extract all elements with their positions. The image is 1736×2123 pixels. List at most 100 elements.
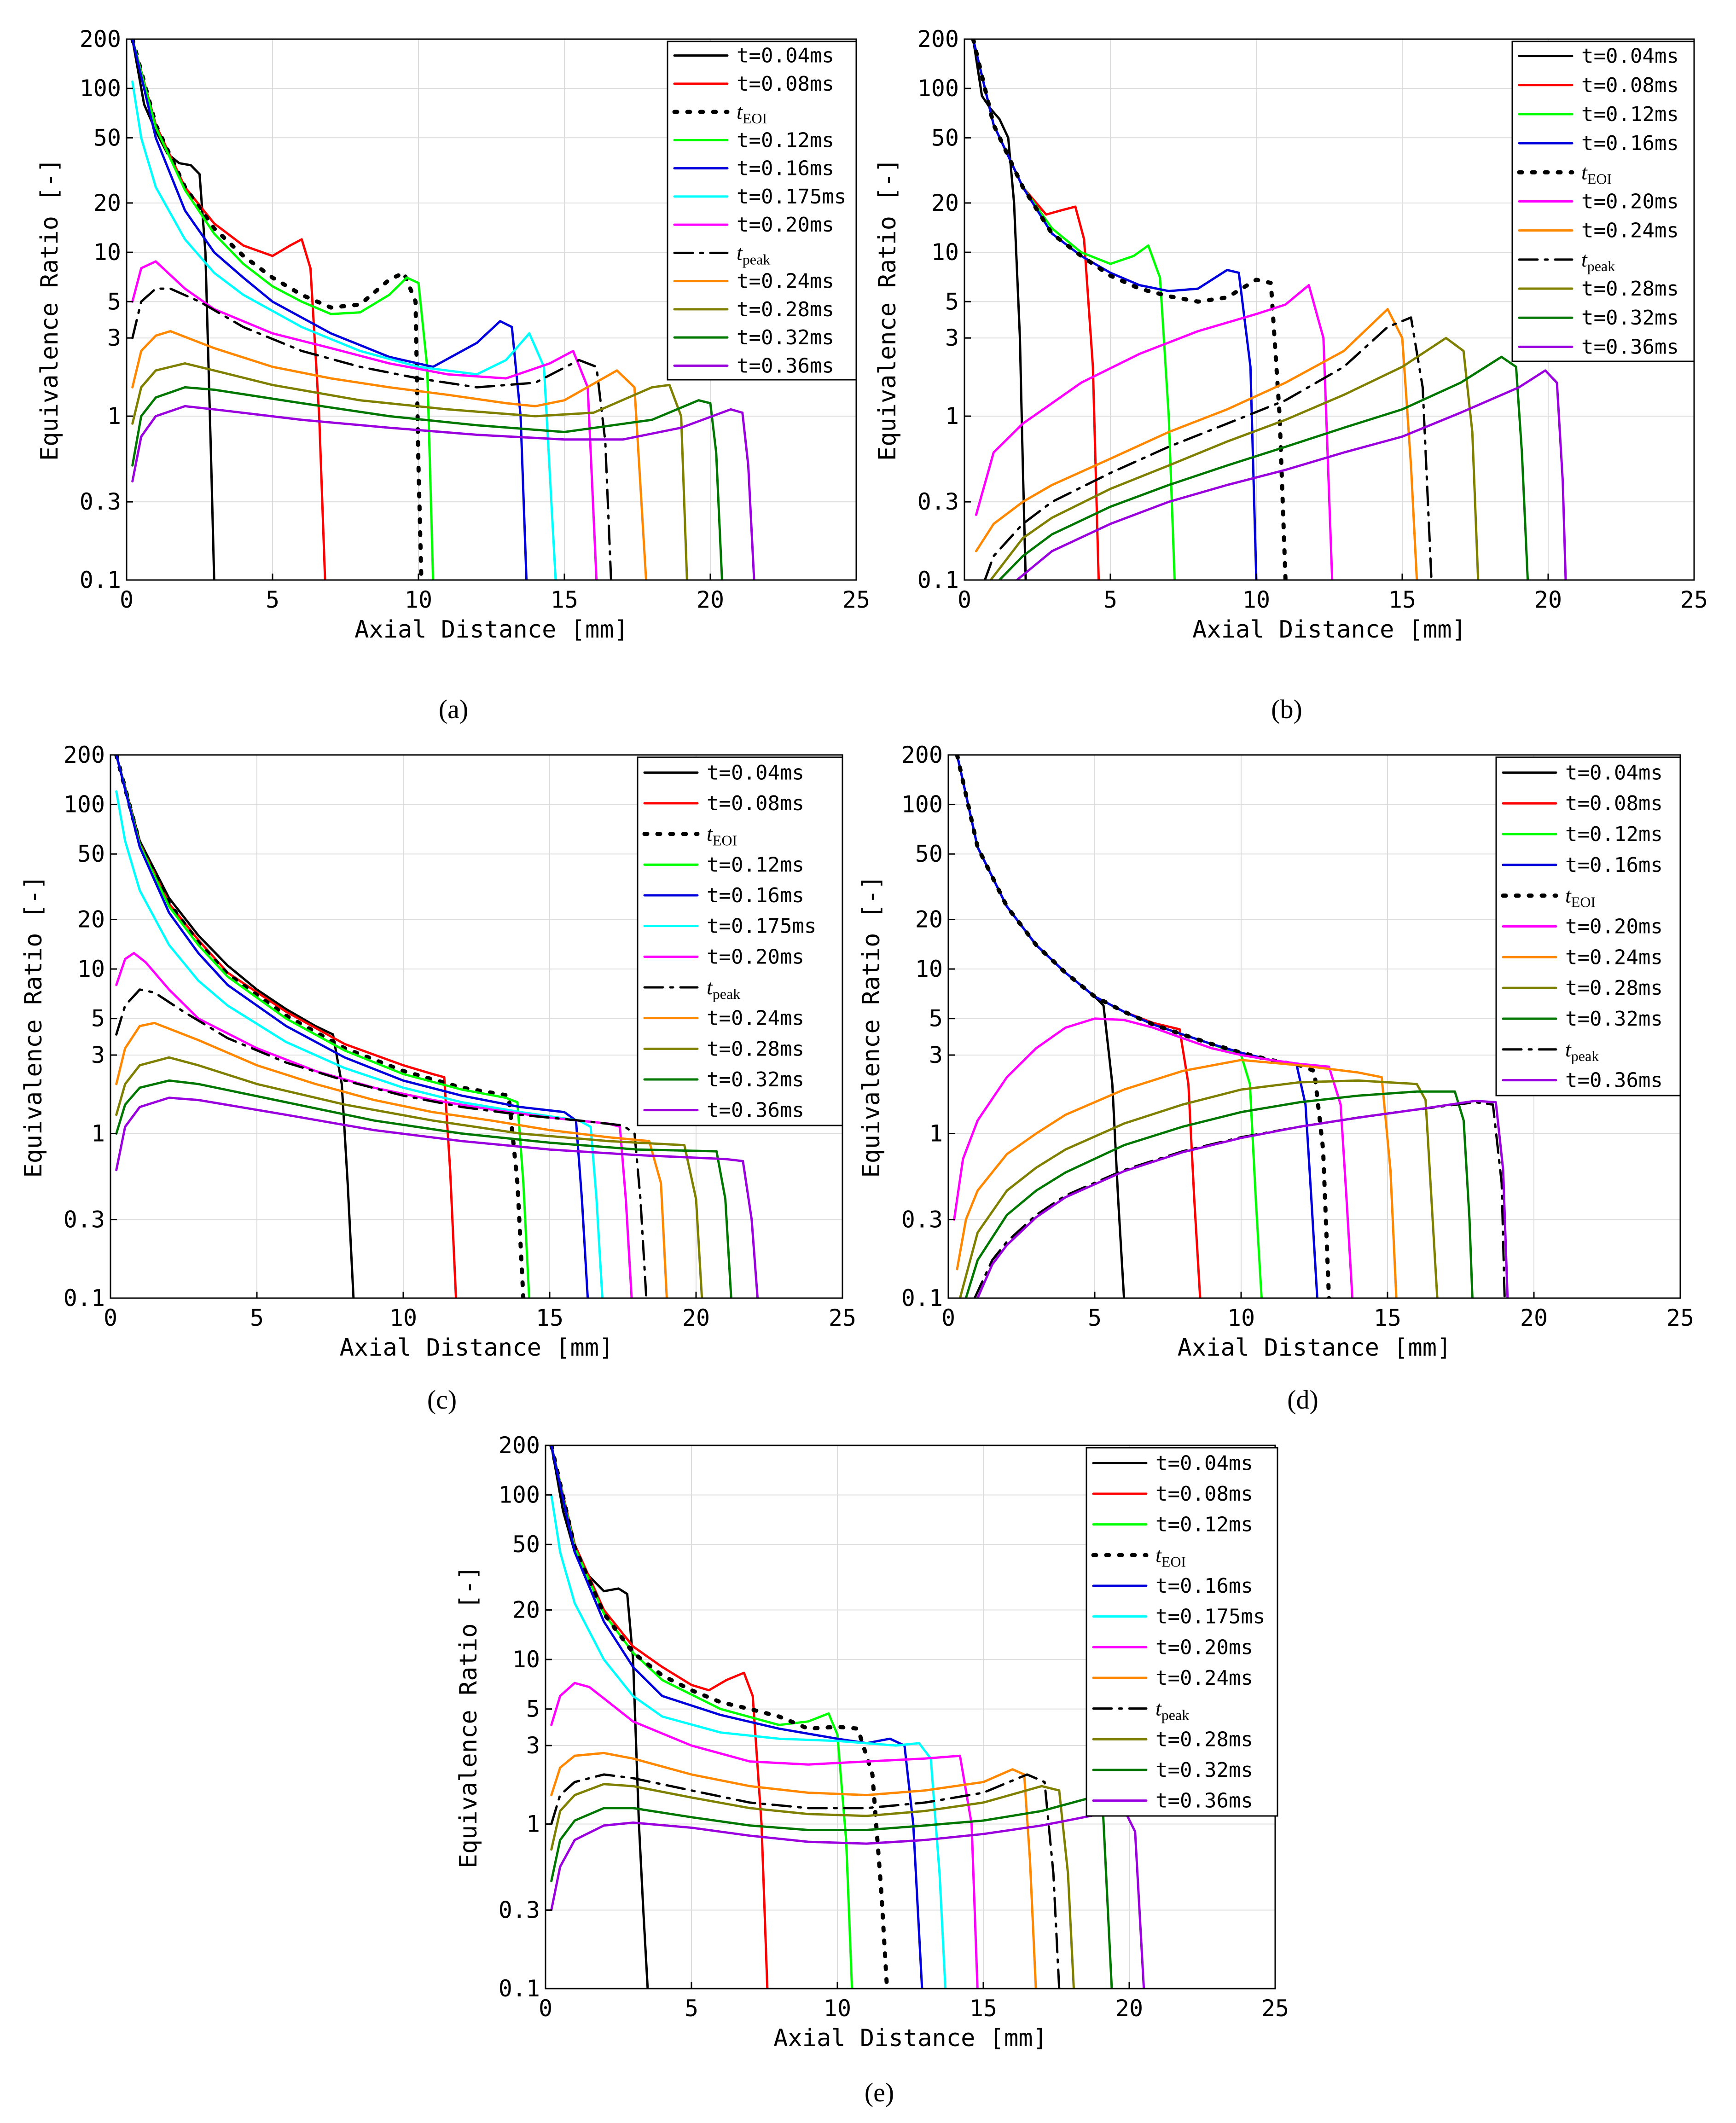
legend-label-t020: t=0.20ms xyxy=(737,213,834,237)
legend-label-t020: t=0.20ms xyxy=(1581,190,1679,214)
chart-panel-1: 0 5 10 15 20 25 0.1 0.3 1 3 5 10 20 50 100 200 Axial Dis… xyxy=(36,26,870,724)
series-line-t024 xyxy=(115,1021,668,1298)
y-tick-label: 3 xyxy=(929,1042,943,1068)
legend-label-t0175: t=0.175ms xyxy=(737,185,846,209)
y-tick-label: 1 xyxy=(945,403,959,429)
series-line-t028 xyxy=(131,362,688,580)
panel-caption: (b) xyxy=(1271,694,1302,724)
y-tick-label: 0.1 xyxy=(80,567,121,593)
x-tick-label: 0 xyxy=(120,586,134,613)
y-tick-label: 20 xyxy=(77,906,105,933)
x-tick-label: 10 xyxy=(405,586,432,613)
y-tick-label: 200 xyxy=(499,1432,540,1459)
y-tick-label: 200 xyxy=(901,742,943,768)
legend-label-t028: t=0.28ms xyxy=(1155,1728,1253,1751)
y-tick-label: 0.3 xyxy=(901,1206,943,1233)
legend-label-t0175: t=0.175ms xyxy=(1155,1605,1265,1629)
y-tick-label: 10 xyxy=(93,239,121,266)
legend-label-t024: t=0.24ms xyxy=(1581,219,1679,243)
series-line-teoi xyxy=(971,39,1288,580)
legend-label-t020: t=0.20ms xyxy=(707,945,804,969)
series-group xyxy=(130,39,755,580)
legend-label-t036: t=0.36ms xyxy=(1581,335,1679,359)
legend-label-t016: t=0.16ms xyxy=(737,157,834,180)
series-line-t004 xyxy=(115,755,355,1298)
series-line-t024 xyxy=(975,308,1418,580)
y-tick-label: 0.1 xyxy=(917,567,959,593)
legend-label-t024: t=0.24ms xyxy=(707,1007,804,1030)
series-line-t032 xyxy=(964,1090,1474,1298)
x-tick-label: 5 xyxy=(266,586,279,613)
y-tick-label: 10 xyxy=(77,956,105,982)
x-tick-label: 25 xyxy=(1261,1995,1289,2022)
y-axis-label: Equivalence Ratio [-] xyxy=(20,875,47,1178)
x-tick-label: 20 xyxy=(1115,1995,1143,2022)
y-tick-label: 3 xyxy=(107,325,121,351)
legend-box xyxy=(637,756,843,1126)
legend-label-t012: t=0.12ms xyxy=(737,128,834,152)
legend-label-t012: t=0.12ms xyxy=(707,853,804,876)
y-tick-label: 100 xyxy=(499,1482,540,1508)
x-axis-label: Axial Distance [mm] xyxy=(1178,1334,1452,1362)
series-line-t012 xyxy=(131,39,435,580)
x-axis-label: Axial Distance [mm] xyxy=(1192,616,1466,644)
series-line-teoi xyxy=(130,39,424,580)
legend-label-t012: t=0.12ms xyxy=(1155,1513,1253,1537)
series-line-t020 xyxy=(131,260,598,580)
x-tick-label: 25 xyxy=(829,1305,856,1331)
legend-label-t028: t=0.28ms xyxy=(1581,277,1679,301)
legend-label-t008: t=0.08ms xyxy=(1565,792,1663,815)
series-line-t020 xyxy=(115,951,633,1298)
series-line-t0175 xyxy=(131,80,557,580)
series-group xyxy=(114,755,759,1298)
legend-label-t004: t=0.04ms xyxy=(1565,761,1663,784)
x-tick-label: 0 xyxy=(104,1305,117,1331)
y-tick-label: 50 xyxy=(915,841,943,867)
series-line-tpeak xyxy=(973,1101,1506,1298)
legend-label-t012: t=0.12ms xyxy=(1565,823,1663,846)
y-tick-label: 0.3 xyxy=(499,1897,540,1923)
legend-label-t028: t=0.28ms xyxy=(1565,976,1663,1000)
series-line-t012 xyxy=(115,755,530,1298)
series-line-t028 xyxy=(958,1079,1439,1298)
y-tick-label: 5 xyxy=(929,1005,943,1032)
chart-panel-2: 0 5 10 15 20 25 0.1 0.3 1 3 5 10 20 50 100 200 Axial Dis… xyxy=(874,26,1708,724)
series-line-t016 xyxy=(115,755,589,1298)
x-tick-label: 15 xyxy=(1374,1305,1401,1331)
legend-label-t008: t=0.08ms xyxy=(1155,1482,1253,1506)
y-axis-label: Equivalence Ratio [-] xyxy=(874,158,901,461)
y-tick-label: 50 xyxy=(931,124,959,151)
y-tick-label: 5 xyxy=(526,1696,540,1723)
series-line-t008 xyxy=(550,1445,769,1989)
y-tick-label: 5 xyxy=(91,1005,105,1032)
x-tick-label: 5 xyxy=(685,1995,698,2022)
series-line-t036 xyxy=(131,405,755,580)
y-tick-label: 0.1 xyxy=(499,1975,540,2002)
legend-label-t036: t=0.36ms xyxy=(737,354,834,377)
x-tick-label: 20 xyxy=(1534,586,1562,613)
y-tick-label: 20 xyxy=(915,906,943,933)
chart-panel-5: 0 5 10 15 20 25 0.1 0.3 1 3 5 10 20 50 100 200 Axial Dis… xyxy=(455,1432,1289,2107)
y-tick-label: 0.3 xyxy=(64,1206,105,1233)
x-tick-label: 0 xyxy=(539,1995,552,2022)
legend-label-t032: t=0.32ms xyxy=(1155,1758,1253,1782)
series-line-t020 xyxy=(975,284,1334,580)
series-line-teoi xyxy=(114,755,526,1298)
y-tick-label: 1 xyxy=(91,1120,105,1147)
y-tick-label: 100 xyxy=(80,75,121,102)
series-group xyxy=(549,1445,1145,1989)
legend-label-t016: t=0.16ms xyxy=(1565,853,1663,877)
series-group xyxy=(971,39,1567,580)
series-group xyxy=(953,755,1509,1298)
y-tick-label: 0.1 xyxy=(901,1285,943,1311)
legend-label-t028: t=0.28ms xyxy=(707,1037,804,1061)
series-line-t024 xyxy=(131,330,647,580)
y-tick-label: 5 xyxy=(107,288,121,315)
legend-label-t032: t=0.32ms xyxy=(1565,1007,1663,1031)
x-tick-label: 25 xyxy=(842,586,870,613)
panel-caption: (d) xyxy=(1287,1385,1318,1415)
legend-box xyxy=(667,41,857,381)
y-tick-label: 0.1 xyxy=(64,1285,105,1311)
legend-label-t016: t=0.16ms xyxy=(1155,1574,1253,1598)
y-tick-label: 10 xyxy=(915,956,943,982)
